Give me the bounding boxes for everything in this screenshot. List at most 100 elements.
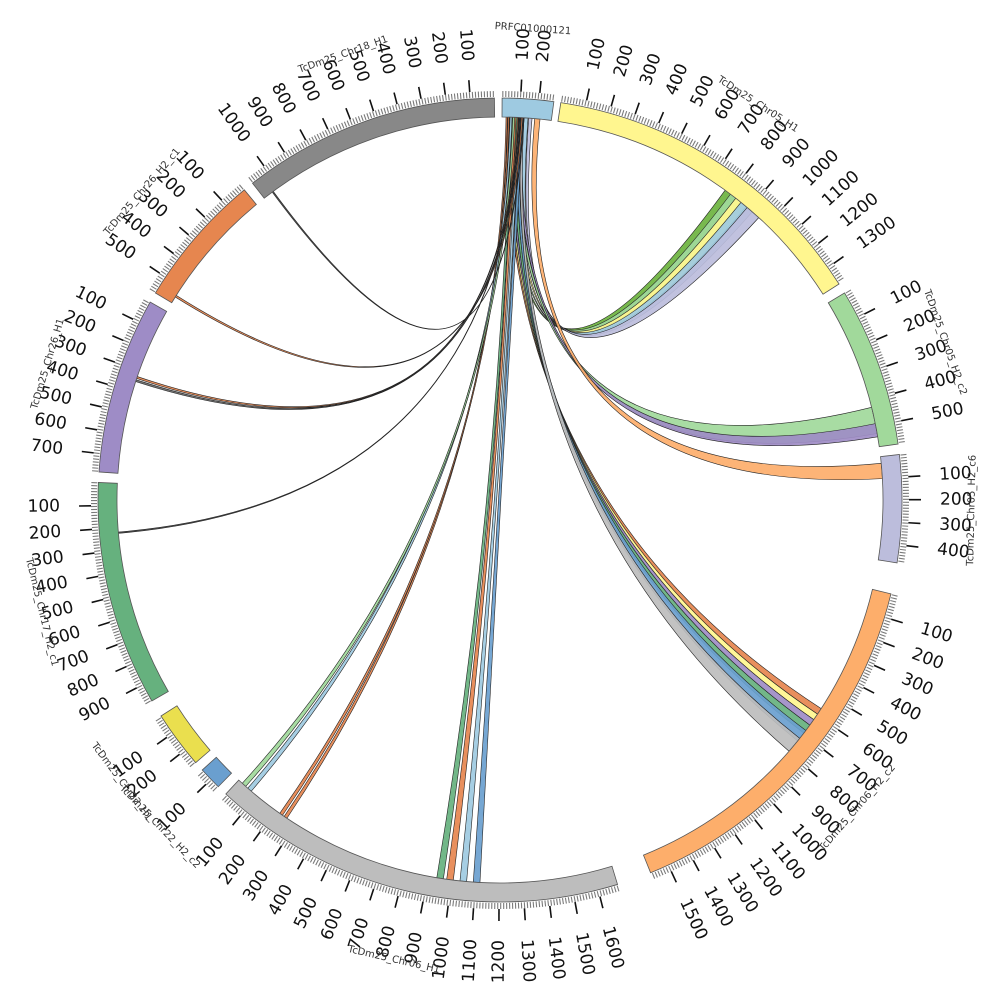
major-tick (299, 129, 307, 141)
tick-label: 1100 (459, 938, 482, 982)
major-tick (345, 107, 352, 120)
major-tick (252, 831, 262, 842)
major-tick (873, 664, 886, 671)
major-tick (274, 845, 283, 857)
major-tick (321, 117, 329, 130)
segment-label: PRFC01000121 (494, 21, 571, 37)
major-tick (163, 245, 175, 255)
major-tick (232, 815, 241, 826)
tick-label: 100 (513, 28, 535, 61)
tick-label: 200 (533, 29, 556, 63)
major-tick (393, 92, 398, 105)
major-tick (817, 235, 829, 244)
major-tick (773, 803, 783, 814)
links-layer (118, 116, 883, 883)
major-tick (906, 544, 919, 548)
major-tick (783, 196, 794, 207)
ideogram-chr17_h2_c1 (97, 482, 169, 702)
segment-chr18_h1: 1002003004005006007008009001000TcDm25_Ch… (213, 28, 496, 199)
major-tick (471, 908, 475, 921)
major-tick (112, 335, 124, 342)
ideogram-chr05_h2_c2 (827, 292, 899, 448)
major-tick (149, 265, 161, 274)
major-tick (520, 79, 523, 92)
major-tick (98, 621, 110, 627)
link-prfc-chr26_h2_c1 (174, 117, 524, 368)
major-tick (713, 847, 722, 859)
tick-label: 300 (399, 35, 425, 71)
ideogram-chr06_h1 (225, 779, 619, 903)
major-tick (105, 643, 118, 650)
tick-label: 1500 (571, 931, 599, 977)
tick-label: 200 (61, 306, 99, 337)
tick-label: 600 (317, 906, 348, 944)
major-tick (634, 102, 640, 115)
major-tick (369, 888, 375, 901)
major-tick (890, 618, 903, 624)
segment-chr05_h1: 100 2003004005006007008009001000110012001… (557, 36, 900, 295)
major-tick (692, 860, 700, 872)
ideogram-chr26_h1 (98, 301, 168, 474)
tick-label: 500 (687, 72, 719, 110)
major-tick (277, 141, 286, 153)
ideogram-chr05_h2_c6 (877, 454, 903, 564)
major-tick (610, 94, 616, 107)
major-tick (851, 708, 863, 716)
major-tick (823, 749, 834, 758)
tick-label: 700 (30, 436, 65, 460)
tick-label: 100 (887, 276, 925, 309)
major-tick (196, 783, 207, 794)
major-tick (599, 896, 604, 909)
major-tick (549, 905, 553, 918)
tick-label: 300 (898, 669, 936, 700)
tick-label: 500 (930, 399, 966, 425)
major-tick (863, 307, 876, 315)
major-tick (445, 905, 449, 918)
major-tick (833, 255, 844, 265)
tick-label: 200 (909, 644, 946, 674)
major-tick (169, 753, 181, 763)
tick-label: 200 (427, 30, 451, 65)
major-tick (539, 80, 542, 94)
major-tick (681, 122, 688, 134)
tick-label: 1300 (516, 939, 539, 983)
major-tick (344, 880, 351, 892)
major-tick (85, 426, 98, 431)
tick-label: 300 (636, 51, 666, 88)
major-tick (156, 736, 168, 745)
major-tick (807, 768, 818, 778)
major-tick (901, 417, 914, 422)
tick-label: 200 (610, 43, 638, 80)
tick-label: 1600 (598, 924, 628, 971)
ideogram-chr22_h1 (160, 705, 211, 764)
major-tick (837, 729, 849, 738)
major-tick (734, 834, 743, 845)
major-tick (875, 334, 888, 341)
segment-chr17_h2_c1: 100200300400500600700800900TcDm25_Chr17_… (23, 482, 169, 726)
tick-label: 900 (76, 693, 114, 726)
major-tick (790, 786, 801, 796)
major-tick (442, 82, 447, 95)
major-tick (886, 361, 899, 367)
ideogram-chr26_h2_c1 (154, 189, 257, 304)
tick-label: 400 (264, 881, 297, 919)
major-tick (745, 163, 754, 174)
major-tick (574, 901, 579, 914)
tick-label: 100 (27, 496, 60, 516)
major-tick (754, 819, 764, 830)
link-prfc-chr06_h1 (472, 117, 524, 883)
tick-label: 100 (939, 463, 973, 485)
tick-label: 1400 (544, 936, 569, 981)
major-tick (178, 226, 190, 236)
major-tick (103, 357, 116, 363)
major-tick (256, 155, 265, 167)
tick-label: 300 (239, 867, 273, 905)
major-tick (89, 403, 102, 408)
major-tick (115, 665, 127, 673)
major-tick (81, 450, 94, 454)
